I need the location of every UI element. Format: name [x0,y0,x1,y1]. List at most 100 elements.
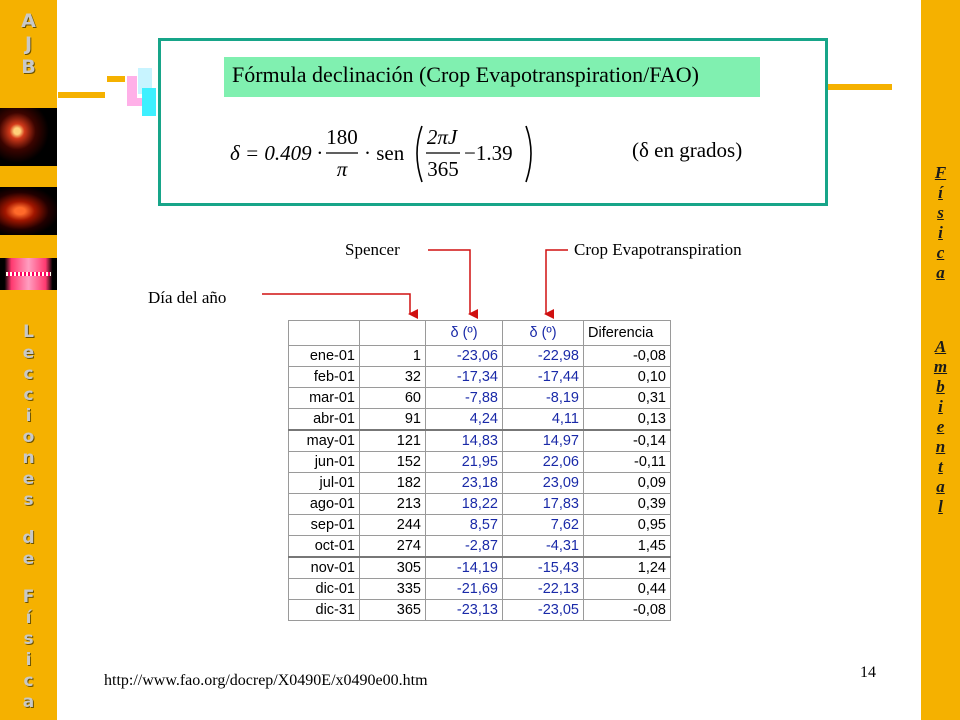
vertical-letter: í [938,183,943,202]
page-number: 14 [860,664,876,681]
table-cell: 4,24 [425,408,503,431]
table-cell: 32 [359,366,426,388]
logo-letter: B [21,56,36,78]
table-cell: -23,13 [425,599,503,621]
table-cell: 22,06 [502,451,584,473]
vertical-letter: d [22,528,35,548]
table-row: nov-01 305 -14,19 -15,43 1,24 [288,556,671,579]
table-cell: -17,34 [425,366,503,388]
table-cell: 0,95 [583,514,671,536]
table-header-crop: δ (º) [502,320,584,346]
vertical-letter: c [936,243,945,262]
vertical-letter: t [938,457,943,476]
vertical-letter: a [936,477,945,496]
table-cell: -7,88 [425,387,503,409]
vertical-letter: n [935,437,946,456]
table-cell: 152 [359,451,426,473]
table-row: sep-01 244 8,57 7,62 0,95 [288,514,671,536]
table-cell: 0,13 [583,408,671,431]
table-header-diferencia: Diferencia [583,320,671,346]
table-cell: 14,97 [502,429,584,452]
declination-formula: δ = 0.409 · 180 π · sen 2πJ 365 −1.39 [230,125,532,183]
decorative-bar [58,92,105,98]
table-cell: -22,13 [502,578,584,600]
table-cell: 365 [359,599,426,621]
spencer-arrow [428,249,478,319]
vertical-letter: í [25,608,32,628]
table-cell: -21,69 [425,578,503,600]
table-cell: 305 [359,556,426,579]
vertical-letter: L [23,322,34,342]
table-cell: -0,11 [583,451,671,473]
table-cell: feb-01 [288,366,360,388]
vertical-letter: F [934,163,947,182]
table-cell: abr-01 [288,408,360,431]
decorative-block [127,76,137,106]
table-cell: -23,05 [502,599,584,621]
table-cell: mar-01 [288,387,360,409]
table-row: jun-01 152 21,95 22,06 -0,11 [288,451,671,473]
vertical-letter: a [22,692,35,712]
table-cell: -15,43 [502,556,584,579]
table-cell: 274 [359,535,426,558]
table-cell: 0,39 [583,493,671,515]
table-cell: -22,98 [502,345,584,367]
table-cell: -0,08 [583,345,671,367]
vertical-letter: a [936,263,945,282]
table-row: mar-01 60 -7,88 -8,19 0,31 [288,387,671,409]
vertical-letter: e [22,549,35,569]
table-cell: 1,24 [583,556,671,579]
vertical-letter: i [938,397,943,416]
vertical-letter: m [933,357,948,376]
table-cell: oct-01 [288,535,360,558]
vertical-letter: e [22,469,35,489]
vertical-letter: s [937,203,944,222]
decorative-block [142,88,156,116]
vertical-letter: A [934,337,947,356]
table-cell: 4,11 [502,408,584,431]
spencer-label: Spencer [345,240,400,259]
table-cell: -2,87 [425,535,503,558]
source-url[interactable]: http://www.fao.org/docrep/X0490E/x0490e0… [104,672,428,689]
formula-lhs: δ = 0.409 · [230,141,322,165]
table-row: dic-01 335 -21,69 -22,13 0,44 [288,578,671,600]
vertical-letter: b [936,377,945,396]
vertical-letter: e [22,343,35,363]
table-cell: 91 [359,408,426,431]
vertical-letter: s [23,490,34,510]
vertical-letter: e [936,417,945,436]
thumbnail-image-3 [0,258,57,290]
table-cell: 0,10 [583,366,671,388]
table-cell: 1 [359,345,426,367]
table-cell: 121 [359,429,426,452]
table-cell: -14,19 [425,556,503,579]
table-row: may-01 121 14,83 14,97 -0,14 [288,429,671,452]
units-note: (δ en grados) [632,138,743,162]
table-header [288,320,360,346]
table-cell: -4,31 [502,535,584,558]
declination-table: δ (º) δ (º) Diferencia ene-01 1 -23,06 -22,… [288,320,671,621]
vertical-letter: i [25,650,32,670]
table-cell: 0,31 [583,387,671,409]
table-row: ene-01 1 -23,06 -22,98 -0,08 [288,345,671,367]
table-cell: dic-01 [288,578,360,600]
vertical-letter: c [23,364,34,384]
table-cell: 23,09 [502,472,584,494]
day-arrow [262,293,418,319]
table-cell: 23,18 [425,472,503,494]
table-row: abr-01 91 4,24 4,11 0,13 [288,408,671,431]
vertical-letter: c [23,385,34,405]
table-cell: 18,22 [425,493,503,515]
ajb-logo: A J B [0,10,57,79]
thumbnail-image-1 [0,108,57,166]
crop-evapotranspiration-label: Crop Evapotranspiration [574,240,742,259]
formula-sen: · sen [364,141,405,165]
vertical-letter: i [938,223,943,242]
table-cell: 7,62 [502,514,584,536]
table-cell: -0,14 [583,429,671,452]
vertical-letter: i [25,406,32,426]
table-cell: nov-01 [288,556,360,579]
table-row: ago-01 213 18,22 17,83 0,39 [288,493,671,515]
